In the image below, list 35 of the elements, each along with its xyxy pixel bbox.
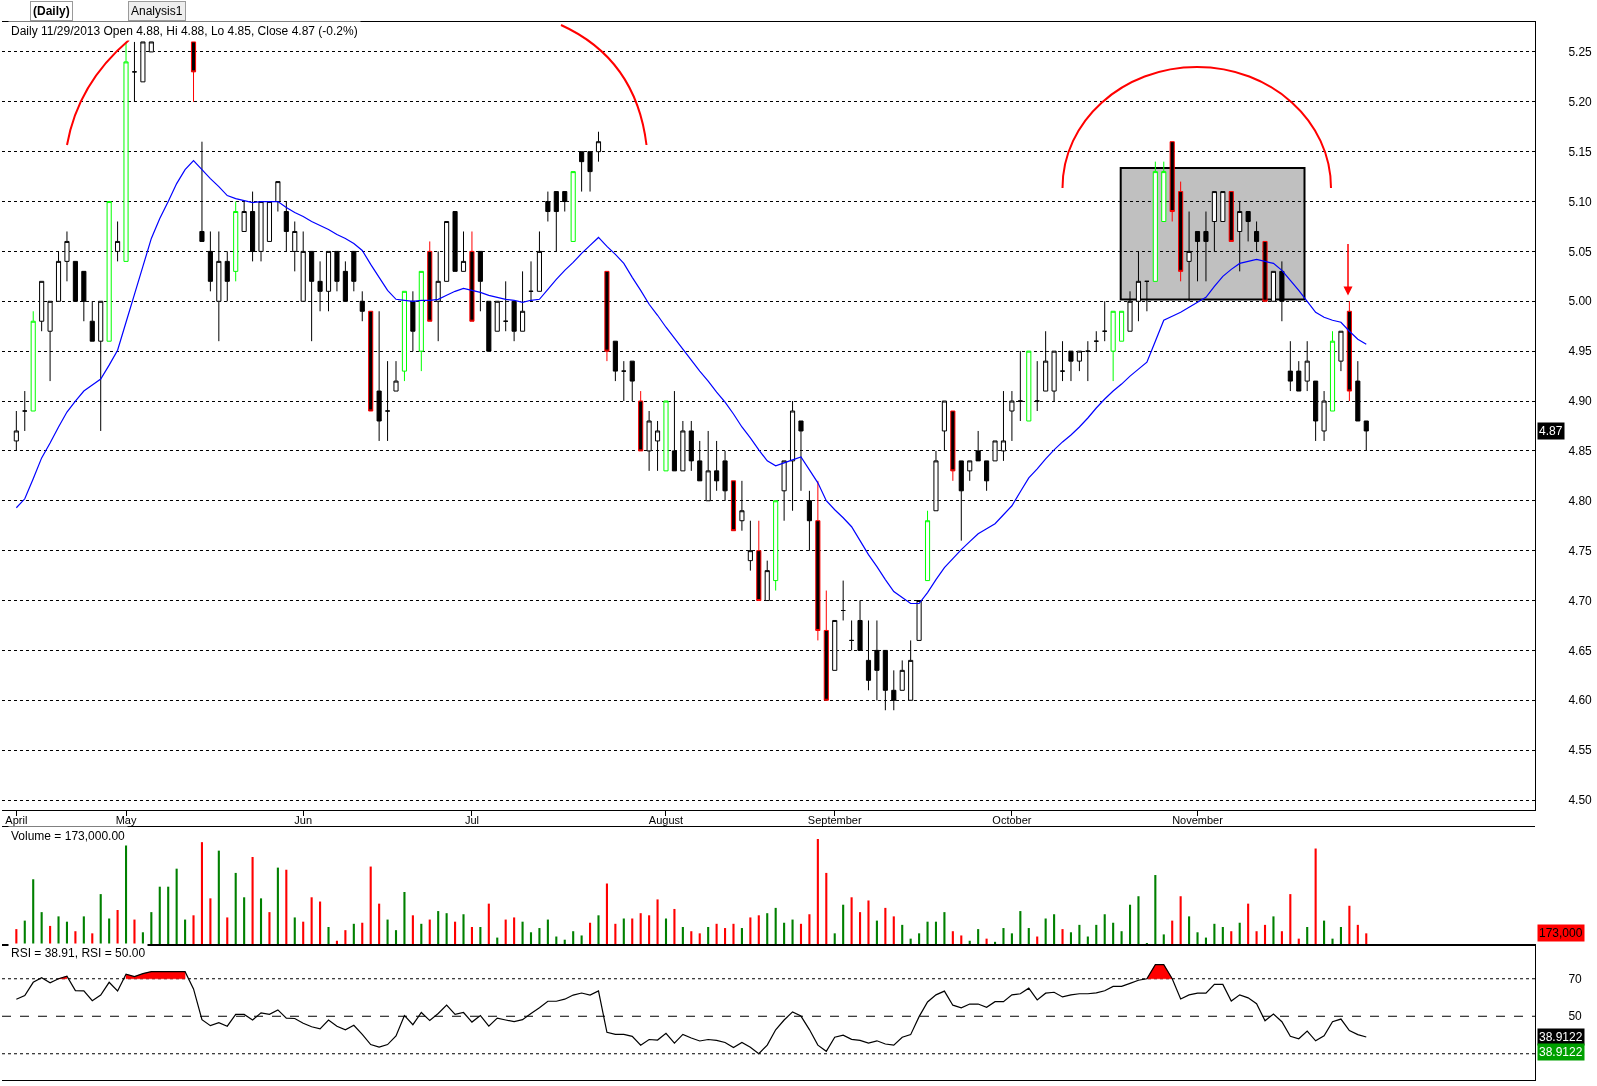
y-tick-label: 5.00 — [1568, 294, 1593, 309]
y-tick-label: 4.85 — [1568, 444, 1593, 459]
text: 38.9122 — [1539, 1045, 1583, 1059]
y-tick-label: 70 — [1568, 971, 1583, 986]
text: 173,000 — [1539, 926, 1583, 940]
y-tick-label: 4.80 — [1568, 493, 1593, 508]
y-tick-label: 50 — [1568, 1009, 1583, 1024]
y-tick-label: 4.65 — [1568, 643, 1593, 658]
y-tick-label: 4.95 — [1568, 344, 1593, 359]
y-tick-label: 5.25 — [1568, 45, 1593, 60]
x-tick-label: May — [115, 814, 137, 827]
chart-title: Daily 11/29/2013 Open 4.88, Hi 4.88, Lo 4.85, Close 4.87 (-0.2%) — [11, 24, 358, 38]
chart-title: RSI = 38.91, RSI = 50.00 — [11, 946, 146, 960]
y-tick-label: 5.10 — [1568, 194, 1593, 209]
y-tick-label: 5.15 — [1568, 144, 1593, 159]
x-tick-label: August — [648, 814, 684, 827]
y-tick-label: 5.05 — [1568, 244, 1593, 259]
y-tick-label: 4.90 — [1568, 394, 1593, 409]
y-tick-label: 4.50 — [1568, 793, 1593, 808]
text: 4.87 — [1539, 424, 1563, 438]
x-tick-label: April — [5, 814, 28, 827]
text: 38.9122 — [1539, 1030, 1583, 1044]
x-tick-label: September — [807, 814, 862, 827]
text: Analysis1 — [131, 4, 183, 18]
x-tick-label: November — [1172, 814, 1224, 827]
y-tick-label: 4.75 — [1568, 543, 1593, 558]
y-tick-label: 4.70 — [1568, 593, 1593, 608]
x-tick-label: Jul — [464, 814, 479, 827]
y-tick-label: 5.20 — [1568, 95, 1593, 109]
y-tick-label: 4.55 — [1568, 743, 1593, 758]
text: (Daily) — [33, 4, 70, 18]
chart-title: Volume = 173,000.00 — [11, 829, 126, 843]
y-tick-label: 4.60 — [1568, 693, 1593, 708]
x-tick-label: Jun — [294, 814, 313, 827]
x-tick-label: October — [992, 814, 1032, 827]
